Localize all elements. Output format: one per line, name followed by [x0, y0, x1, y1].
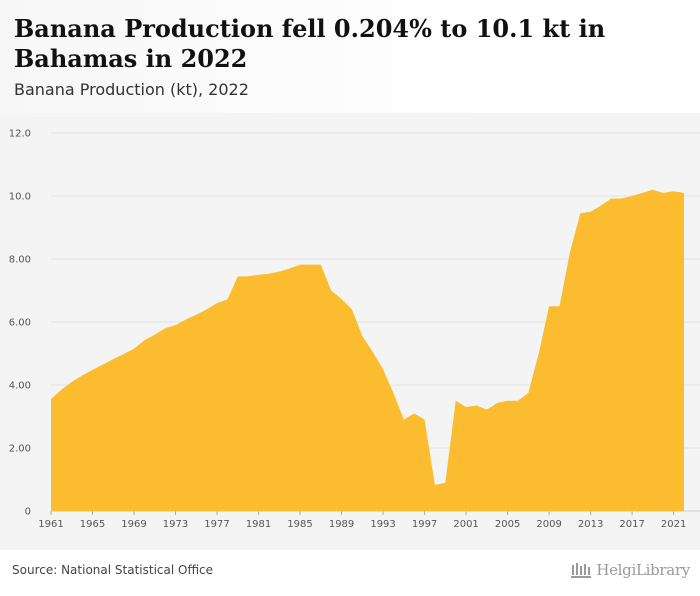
source-note: Source: National Statistical Office	[12, 563, 214, 577]
x-tick-label: 1965	[80, 519, 105, 530]
y-tick-label: 0	[25, 507, 31, 518]
helgi-library-logo[interactable]: HelgiLibrary	[570, 561, 690, 579]
x-tick-label: 1977	[204, 519, 229, 530]
x-tick-label: 2009	[536, 519, 561, 530]
chart-header: Banana Production fell 0.204% to 10.1 kt…	[0, 0, 700, 113]
x-tick-label: 1985	[287, 519, 312, 530]
x-tick-label: 1993	[370, 519, 395, 530]
x-tick-label: 2017	[619, 519, 644, 530]
y-tick-label: 12.0	[9, 129, 31, 140]
y-tick-label: 8.00	[9, 255, 31, 266]
x-tick-label: 1981	[246, 519, 271, 530]
x-axis-ticks: 1961 1965 1969 1973 1977 1981 1985 1989 1993 1997…	[38, 511, 686, 530]
x-tick-label: 1973	[163, 519, 188, 530]
y-tick-label: 4.00	[9, 381, 31, 392]
area-series	[51, 189, 684, 511]
library-building-icon	[571, 563, 592, 578]
banana-production-area	[51, 189, 684, 511]
y-axis-ticks: 0 2.00 4.00 6.00 8.00 10.0 12.0	[9, 129, 31, 518]
y-tick-label: 10.0	[9, 192, 31, 203]
y-tick-label: 2.00	[9, 444, 31, 455]
x-tick-label: 1969	[121, 519, 146, 530]
x-tick-label: 1989	[329, 519, 354, 530]
x-tick-label: 2021	[661, 519, 686, 530]
y-tick-label: 6.00	[9, 318, 31, 329]
logo-text: HelgiLibrary	[596, 561, 690, 579]
chart-subtitle: Banana Production (kt), 2022	[14, 80, 249, 99]
x-tick-label: 2001	[453, 519, 478, 530]
x-tick-label: 2005	[495, 519, 520, 530]
x-tick-label: 1997	[412, 519, 437, 530]
chart-title: Banana Production fell 0.204% to 10.1 kt…	[14, 14, 606, 73]
x-tick-label: 1961	[38, 519, 63, 530]
x-tick-label: 2013	[578, 519, 603, 530]
